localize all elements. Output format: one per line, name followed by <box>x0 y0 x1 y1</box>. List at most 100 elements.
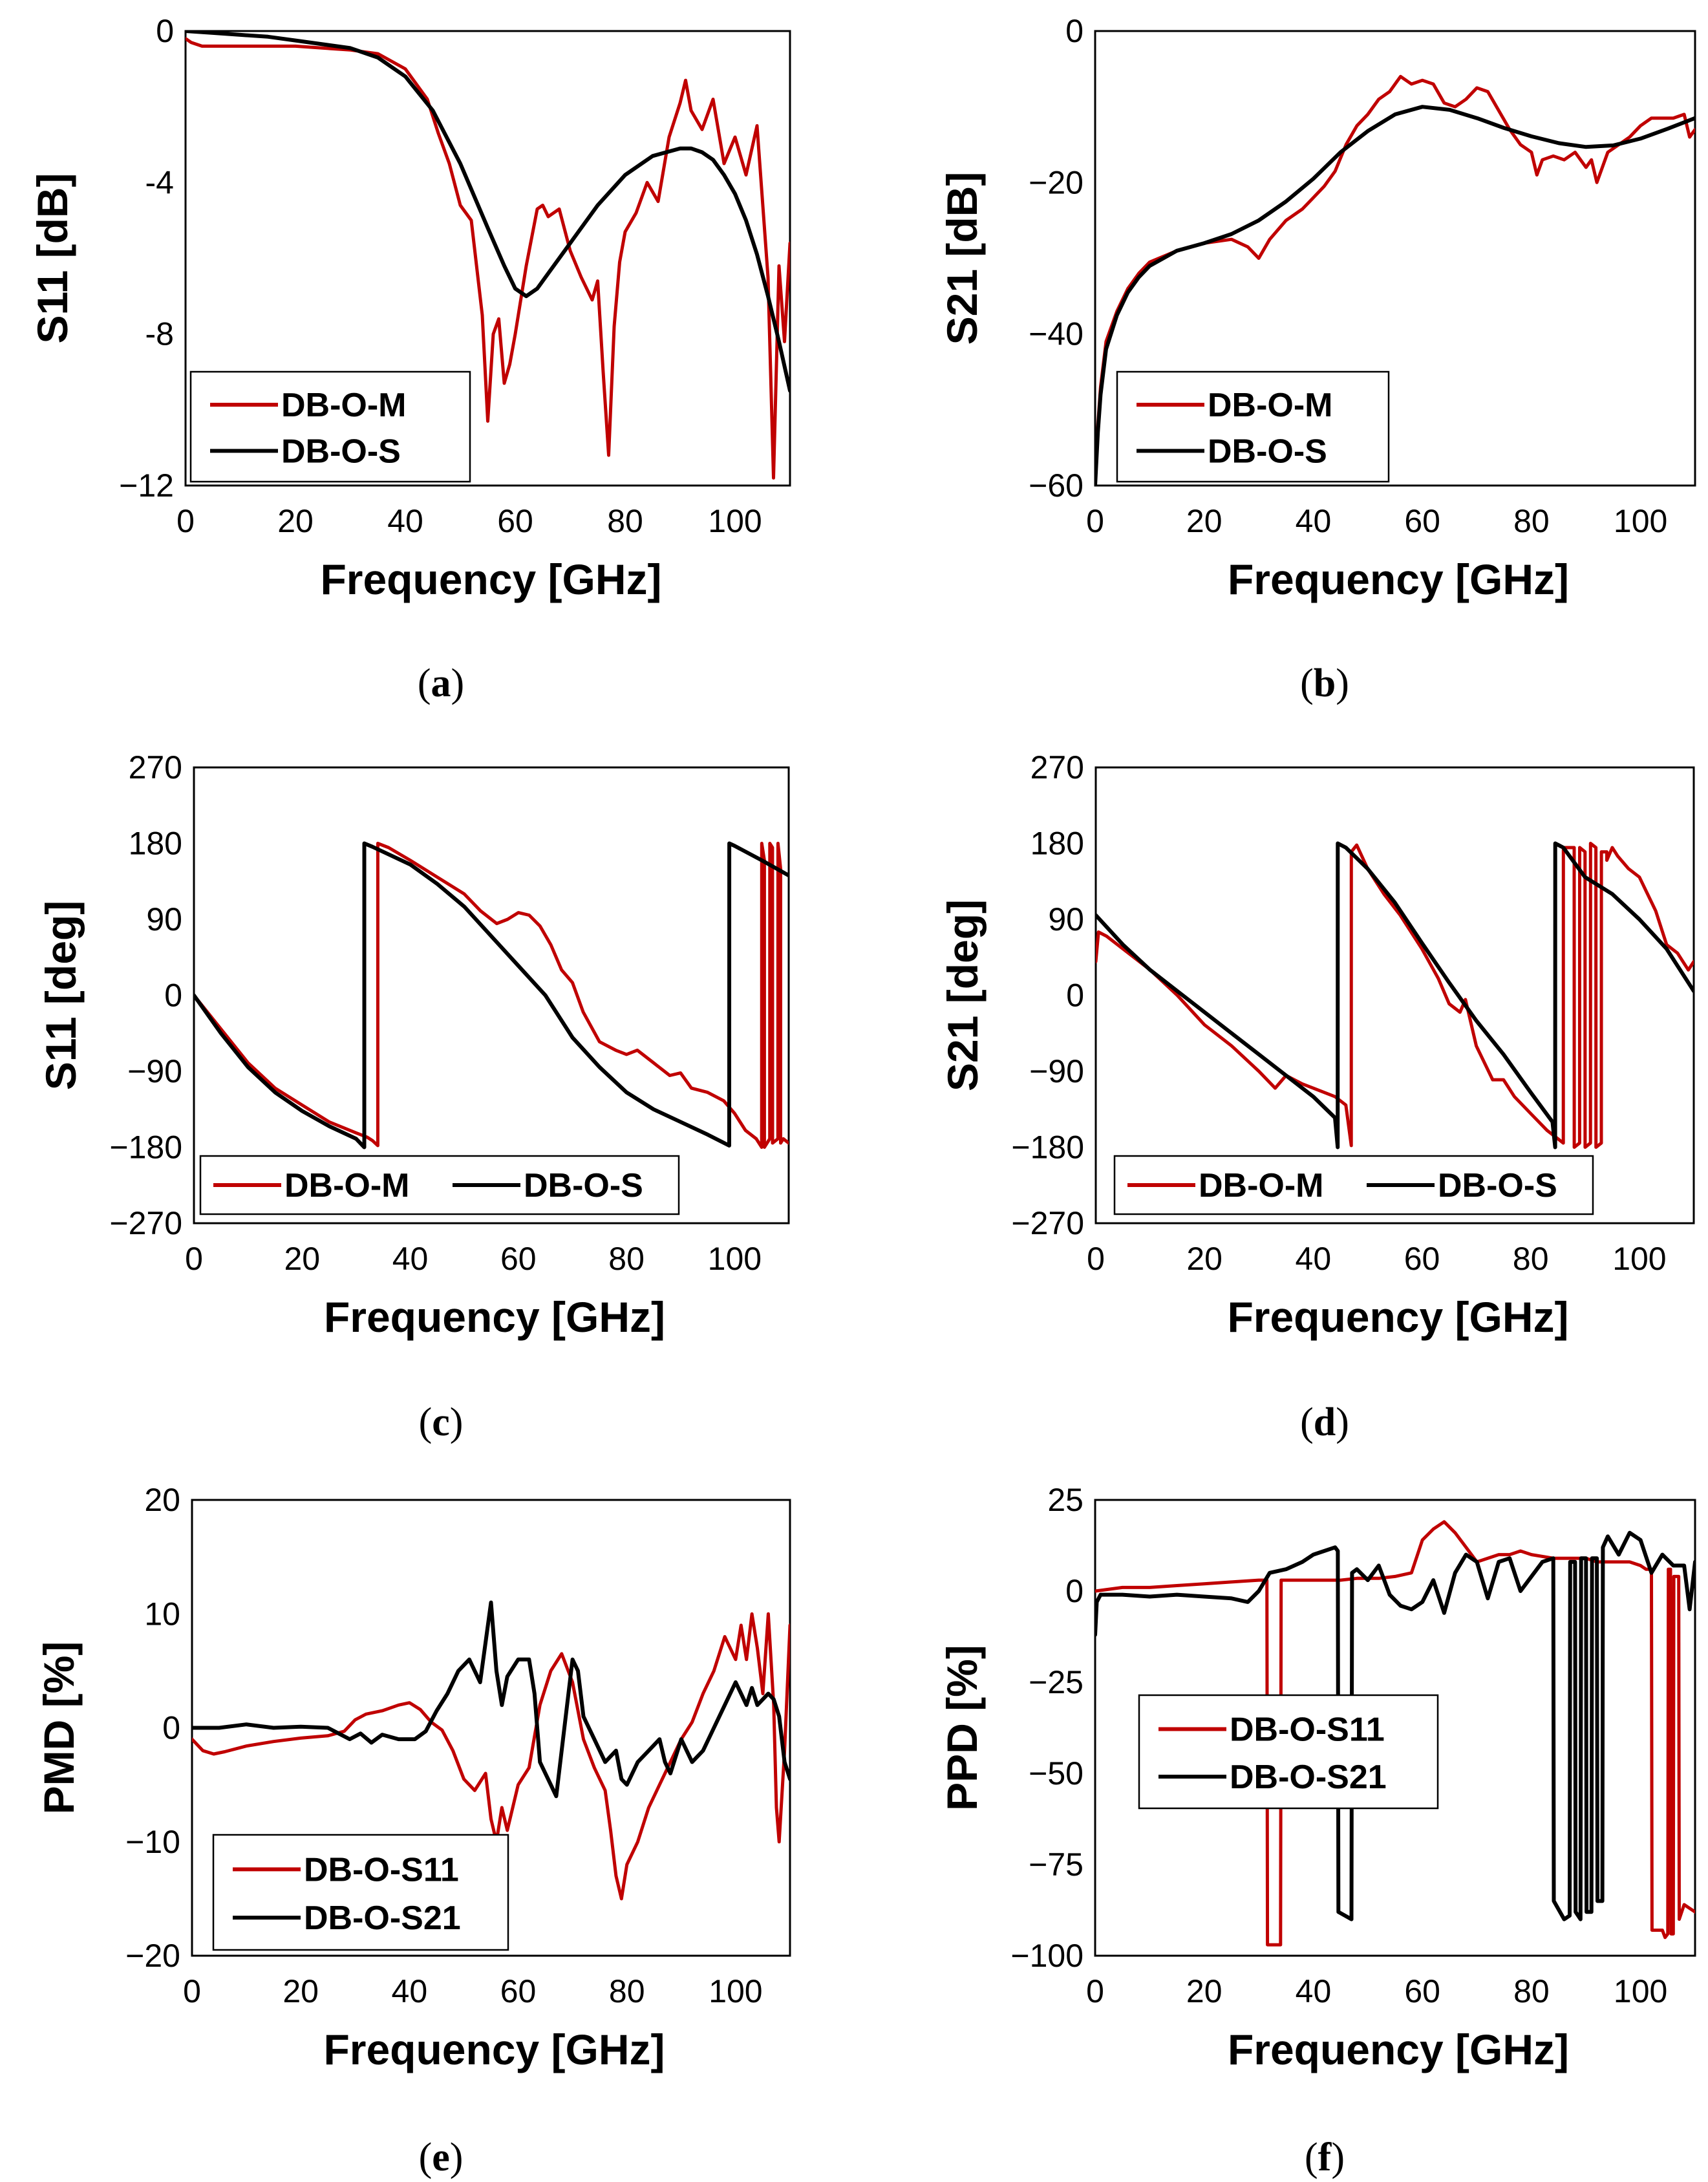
y-tick-label: 20 <box>144 1482 180 1518</box>
panel-f: 0 20 40 60 80 100 25 0 −25 −50 −75 −100 Frequency [G… <box>938 1482 1696 2073</box>
x-tick-label: 100 <box>1614 1973 1667 2009</box>
x-tick-label: 100 <box>709 1973 762 2009</box>
legend-label: DB-O-S21 <box>304 1899 461 1937</box>
y-tick-label: −90 <box>127 1053 182 1089</box>
legend-label: DB-O-S <box>1438 1167 1557 1204</box>
x-tick-label: 100 <box>708 503 762 539</box>
legend-label: DB-O-M <box>1208 387 1333 424</box>
y-tick-label: −60 <box>1029 467 1084 504</box>
y-tick-label: 0 <box>156 13 174 49</box>
panel-c: 0 20 40 60 80 100 270 180 90 0 −90 −180 −270 Frequenc… <box>37 749 790 1341</box>
x-tick-label: 0 <box>1086 1973 1104 2009</box>
x-tick-label: 40 <box>1296 1973 1332 2009</box>
y-tick-label: −10 <box>125 1824 180 1860</box>
x-tick-label: 60 <box>500 1973 537 2009</box>
y-tick-label: -4 <box>145 164 174 200</box>
y-tick-label: 270 <box>1030 749 1084 786</box>
x-tick-label: 0 <box>176 503 195 539</box>
series-group <box>194 841 789 1150</box>
legend: DB-O-M DB-O-S <box>199 1155 680 1215</box>
y-axis-title: S21 [deg] <box>939 899 987 1091</box>
plot-frame <box>1094 1499 1696 1957</box>
panel-d: 0 20 40 60 80 100 270 180 90 0 −90 −180 −270 Frequenc… <box>939 749 1695 1341</box>
y-tick-label: −25 <box>1029 1664 1084 1700</box>
series-line-db-o-s <box>1095 105 1695 486</box>
x-tick-label: 40 <box>1296 1241 1332 1277</box>
y-tick-label: −50 <box>1029 1755 1084 1792</box>
x-axis-title: Frequency [GHz] <box>324 1293 665 1341</box>
y-tick-label: -8 <box>145 316 174 352</box>
series-group <box>186 31 790 480</box>
y-tick-label: 0 <box>164 978 182 1014</box>
panel-b: 0 20 40 60 80 100 0 −20 −40 −60 Frequency [GHz] S21… <box>938 13 1696 603</box>
legend-label: DB-O-S11 <box>1230 1711 1385 1749</box>
series-line-db-o-m <box>1096 842 1694 1149</box>
x-axis-title: Frequency [GHz] <box>1227 1293 1568 1341</box>
x-axis-title: Frequency [GHz] <box>1228 2026 1569 2073</box>
legend-label: DB-O-M <box>281 387 407 424</box>
plot-frame <box>1094 30 1696 487</box>
legend-label: DB-O-S <box>524 1167 643 1204</box>
y-tick-label: 10 <box>144 1596 180 1632</box>
legend: DB-O-S11 DB-O-S21 <box>1138 1694 1439 1810</box>
series-line-db-o-s <box>186 31 790 393</box>
x-tick-label: 60 <box>500 1241 537 1277</box>
legend-label: DB-O-M <box>284 1167 410 1204</box>
x-tick-label: 100 <box>1612 1241 1666 1277</box>
y-tick-label: 0 <box>1065 1573 1084 1609</box>
series-line-db-o-s <box>194 841 789 1150</box>
y-axis-title: S21 [dB] <box>938 172 986 345</box>
y-tick-label: 90 <box>146 901 182 937</box>
panel-label-e: (e) <box>419 2135 464 2179</box>
x-tick-label: 80 <box>609 1973 645 2009</box>
series-group <box>1095 1520 1695 1947</box>
series-line-db-o-s <box>1096 841 1694 1150</box>
panel-label-b: (b) <box>1300 661 1349 705</box>
y-tick-label: 0 <box>162 1710 180 1746</box>
x-tick-label: 60 <box>497 503 533 539</box>
y-tick-label: −75 <box>1029 1846 1084 1883</box>
x-tick-label: 80 <box>1513 503 1550 539</box>
x-tick-label: 20 <box>283 1973 319 2009</box>
y-tick-label: −20 <box>1029 164 1084 200</box>
legend: DB-O-M DB-O-S <box>1116 370 1390 483</box>
x-tick-label: 20 <box>1186 1973 1222 2009</box>
y-tick-label: 25 <box>1047 1482 1084 1518</box>
x-tick-label: 0 <box>1086 503 1104 539</box>
legend: DB-O-M DB-O-S <box>189 370 471 483</box>
x-tick-label: 60 <box>1404 1973 1440 2009</box>
x-tick-label: 20 <box>1186 503 1222 539</box>
legend-box <box>1116 370 1390 483</box>
y-tick-label: −40 <box>1029 316 1084 352</box>
y-tick-label: 270 <box>129 749 182 786</box>
x-tick-label: 80 <box>607 503 643 539</box>
x-tick-label: 100 <box>1614 503 1667 539</box>
panel-label-a: (a) <box>418 661 464 705</box>
legend-box <box>189 370 471 483</box>
legend-label: DB-O-S <box>1208 433 1327 470</box>
series-group <box>1095 74 1695 486</box>
y-tick-label: 0 <box>1065 13 1084 49</box>
legend: DB-O-S11 DB-O-S21 <box>212 1834 509 1951</box>
series-group <box>1096 841 1694 1150</box>
legend-box <box>212 1834 509 1951</box>
y-tick-label: −180 <box>109 1129 182 1166</box>
x-tick-label: 20 <box>1186 1241 1222 1277</box>
series-group <box>192 1600 790 1901</box>
x-tick-label: 0 <box>185 1241 203 1277</box>
x-tick-label: 40 <box>1296 503 1332 539</box>
x-tick-label: 80 <box>608 1241 645 1277</box>
x-tick-label: 100 <box>708 1241 762 1277</box>
plot-frame <box>1094 766 1695 1225</box>
x-tick-label: 40 <box>392 1241 429 1277</box>
x-tick-label: 20 <box>284 1241 320 1277</box>
x-tick-label: 60 <box>1404 503 1440 539</box>
legend: DB-O-M DB-O-S <box>1113 1155 1594 1215</box>
series-line-db-o-s21 <box>192 1600 790 1799</box>
y-tick-label: −180 <box>1011 1129 1084 1166</box>
x-axis-title: Frequency [GHz] <box>1228 555 1569 603</box>
panel-label-c: (c) <box>419 1400 464 1444</box>
series-line-db-o-s21 <box>1095 1530 1695 1921</box>
legend-label: DB-O-M <box>1199 1167 1324 1204</box>
